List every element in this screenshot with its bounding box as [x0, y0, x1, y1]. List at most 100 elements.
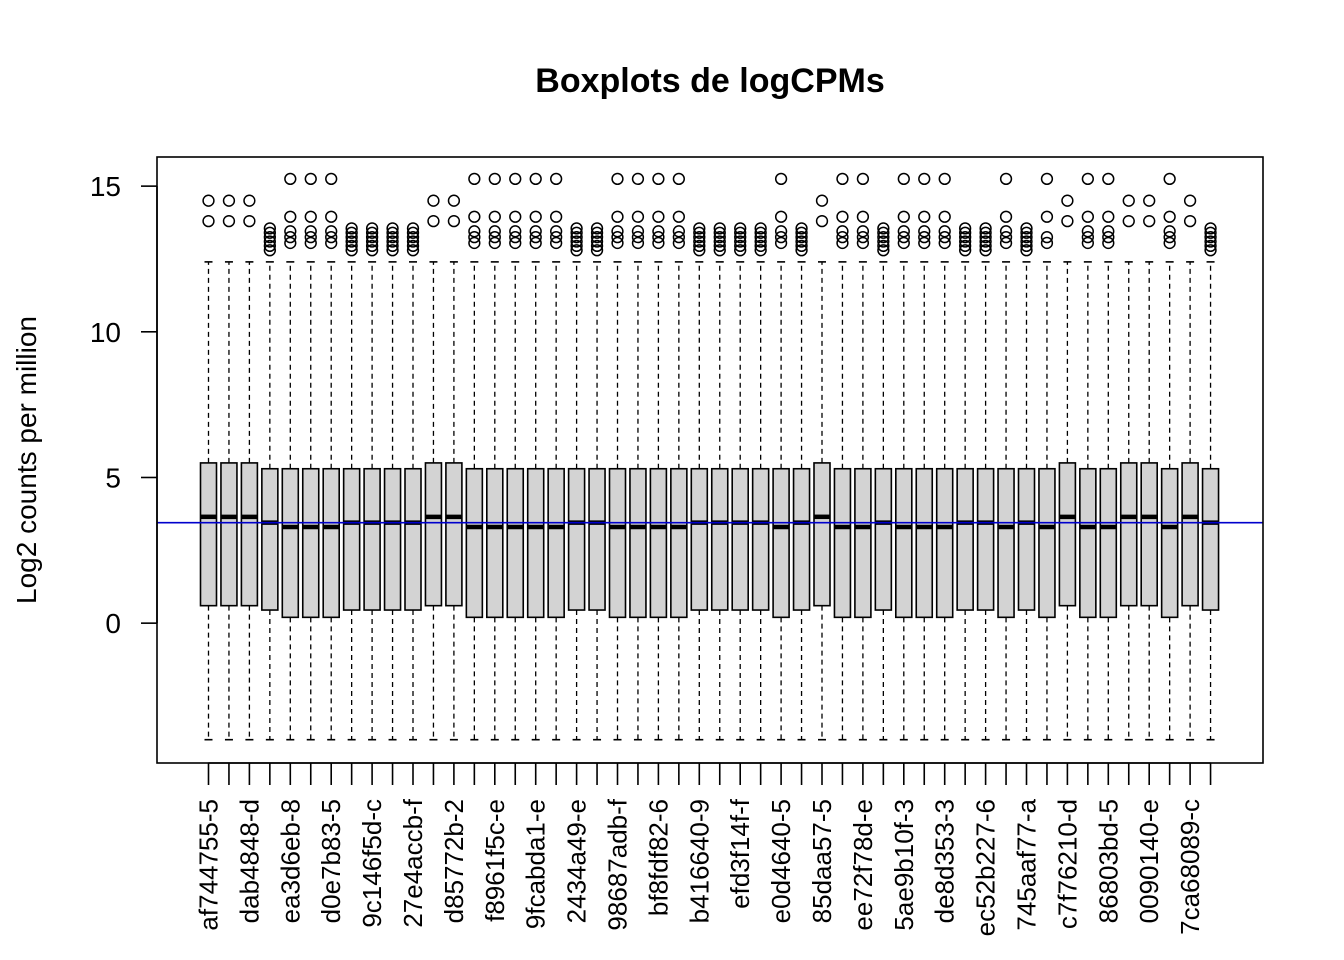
outlier-point — [1143, 194, 1156, 207]
outlier-point — [959, 244, 972, 257]
outlier-point — [386, 226, 399, 239]
box-34 — [874, 222, 893, 741]
outlier-point — [468, 210, 481, 223]
x-tick-label: 86803bd-5 — [1093, 799, 1123, 923]
outlier-point — [693, 222, 706, 235]
outlier-point — [488, 230, 501, 244]
outlier-point — [774, 230, 788, 244]
x-tick-label: f8961f5c-e — [480, 799, 510, 922]
box-35 — [894, 172, 913, 741]
outlier-point — [590, 244, 604, 257]
outlier-point — [611, 210, 624, 223]
outlier-point — [897, 172, 910, 186]
outlier-point — [959, 235, 972, 248]
outlier-point — [672, 236, 685, 250]
outlier-point — [795, 235, 808, 248]
x-axis: af744755-5 dab4848-d ea3d6eb-8 d0e7b83-5 9c1… — [194, 762, 1212, 936]
outlier-point — [1143, 214, 1156, 228]
x-tick-label: af744755-5 — [194, 799, 224, 931]
outlier-point — [488, 236, 501, 250]
box-49 — [1181, 194, 1199, 741]
outlier-point — [263, 230, 277, 244]
outlier-point — [652, 230, 665, 244]
box-11 — [404, 222, 422, 741]
box-19 — [567, 222, 586, 741]
outlier-point — [734, 244, 747, 257]
outlier-point — [325, 230, 338, 244]
outlier-point — [570, 239, 583, 253]
box-33 — [854, 172, 872, 741]
outlier-point — [856, 230, 870, 244]
y-axis: 0 5 10 15 — [90, 171, 158, 639]
outlier-point — [611, 230, 624, 244]
outlier-point — [529, 236, 542, 250]
outlier-point — [836, 210, 849, 223]
outlier-point — [1204, 222, 1217, 235]
box-28 — [751, 222, 770, 741]
outlier-point — [263, 239, 277, 253]
iqr-box — [404, 467, 422, 611]
outlier-point — [672, 172, 685, 186]
outlier-point — [754, 235, 767, 248]
outlier-point — [836, 236, 849, 250]
outlier-point — [550, 225, 563, 238]
iqr-box — [240, 462, 259, 607]
outlier-point — [243, 194, 256, 207]
outlier-point — [693, 235, 706, 248]
y-tick-label: 5 — [105, 462, 121, 493]
outlier-point — [611, 225, 624, 238]
outlier-point — [365, 222, 379, 235]
x-tick-label: b416640-9 — [684, 799, 714, 923]
outlier-point — [590, 239, 604, 253]
iqr-box — [424, 462, 443, 607]
outlier-point — [1081, 225, 1094, 238]
outlier-point — [999, 210, 1013, 223]
outlier-point — [856, 172, 870, 186]
outlier-point — [938, 236, 951, 250]
iqr-box — [894, 467, 913, 619]
iqr-box — [199, 462, 218, 607]
outlier-point — [304, 172, 317, 186]
x-tick-label: 9fcabda1-e — [521, 799, 551, 929]
outlier-point — [713, 239, 726, 253]
outlier-point — [1020, 230, 1033, 244]
outlier-point — [386, 235, 399, 248]
outlier-point — [1040, 172, 1054, 186]
iqr-box — [261, 467, 279, 611]
iqr-box — [1058, 462, 1077, 607]
outlier-point — [611, 236, 624, 250]
outlier-point — [284, 210, 297, 223]
x-tick-label: 5ae9b10f-3 — [889, 799, 919, 931]
outlier-point — [263, 222, 277, 235]
outlier-point — [774, 225, 788, 238]
x-tick-label: 2434a49-e — [562, 799, 592, 923]
outlier-point — [284, 236, 297, 250]
outlier-point — [1102, 172, 1115, 186]
x-tick-label: 7ca68089-c — [1175, 799, 1205, 935]
outlier-point — [1204, 244, 1217, 257]
outlier-point — [693, 239, 706, 253]
box-50 — [1201, 222, 1220, 741]
x-tick-label: 85daa57-5 — [807, 799, 837, 923]
outlier-point — [795, 226, 808, 239]
outlier-point — [202, 194, 215, 207]
outlier-point — [652, 236, 665, 250]
outlier-point — [590, 235, 604, 248]
outlier-point — [304, 230, 317, 244]
y-axis-label: Log2 counts per million — [11, 316, 42, 604]
box-7 — [322, 172, 341, 741]
outlier-point — [365, 230, 379, 244]
outlier-point — [509, 230, 522, 244]
outlier-point — [468, 230, 481, 244]
outlier-point — [284, 230, 297, 244]
box-43 — [1058, 194, 1077, 741]
outlier-point — [918, 236, 931, 250]
outlier-point — [509, 210, 522, 223]
outlier-point — [1040, 210, 1054, 223]
outlier-point — [1163, 230, 1176, 244]
outlier-point — [713, 230, 726, 244]
box-4 — [261, 222, 279, 741]
outlier-point — [897, 236, 910, 250]
outlier-point — [1040, 230, 1054, 244]
box-36 — [915, 172, 934, 741]
